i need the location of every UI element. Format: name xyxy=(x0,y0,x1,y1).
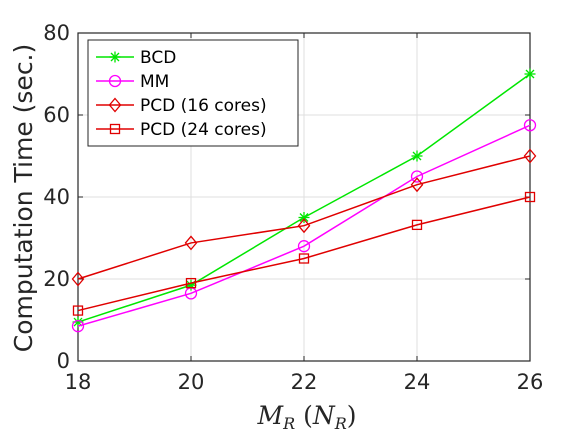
y-tick-label-3: 60 xyxy=(43,103,70,127)
x-axis-label-paren-sub: R xyxy=(334,414,347,433)
series-line-2 xyxy=(77,155,531,280)
x-axis-label-base: M xyxy=(256,401,284,430)
legend-marker-3 xyxy=(109,123,121,135)
x-axis-label-sub: R xyxy=(282,414,295,433)
legend-label-2: PCD (16 cores) xyxy=(140,96,267,116)
legend-label-0: BCD xyxy=(140,48,176,68)
series-1-point-0 xyxy=(71,319,85,333)
y-axis-label: Computation Time (sec.) xyxy=(9,44,38,353)
series-1 xyxy=(71,119,537,333)
series-2-point-4 xyxy=(523,148,537,164)
tick-labels: 18 20 22 24 26 0 20 40 60 80 xyxy=(43,21,543,394)
x-axis-label-open-paren: ( xyxy=(295,401,313,430)
series-3-point-1 xyxy=(185,277,197,289)
legend-label-1: MM xyxy=(140,72,169,92)
x-axis-label-close-paren: ) xyxy=(347,401,357,430)
series-2-point-2 xyxy=(297,218,311,234)
series-0-point-4 xyxy=(524,68,536,80)
x-tick-label-4: 26 xyxy=(517,370,544,394)
legend-marker-0 xyxy=(109,51,121,63)
series-line-3 xyxy=(77,196,531,312)
series-2-point-1 xyxy=(184,235,198,251)
series-3-point-2 xyxy=(298,253,310,264)
y-tick-label-4: 80 xyxy=(43,21,70,45)
series-1-point-4 xyxy=(523,119,537,132)
legend-label-3: PCD (24 cores) xyxy=(140,120,267,140)
legend-entry-3: PCD (24 cores) xyxy=(96,120,267,140)
series-3-point-3 xyxy=(411,219,423,231)
y-tick-label-0: 0 xyxy=(57,349,70,373)
x-tick-label-3: 24 xyxy=(404,370,431,394)
series-2 xyxy=(71,148,537,287)
x-tick-label-1: 20 xyxy=(178,370,205,394)
series-0 xyxy=(72,68,536,328)
legend: BCD MM PCD (16 cores) PCD (24 cores) xyxy=(87,39,299,147)
legend-marker-1 xyxy=(108,74,122,88)
series-line-1 xyxy=(77,124,531,327)
series-3 xyxy=(72,191,536,316)
x-tick-label-2: 22 xyxy=(291,370,318,394)
legend-entry-2: PCD (16 cores) xyxy=(96,96,267,116)
legend-entry-1: MM xyxy=(96,72,169,92)
series-layer xyxy=(71,68,537,333)
series-1-point-3 xyxy=(410,170,424,183)
x-axis-label: MR (NR) xyxy=(256,401,356,433)
series-3-point-0 xyxy=(72,305,84,316)
y-tick-label-1: 20 xyxy=(43,267,70,291)
series-3-point-4 xyxy=(524,191,536,203)
legend-marker-2 xyxy=(108,97,122,113)
series-2-point-0 xyxy=(71,271,85,287)
series-0-point-3 xyxy=(411,150,423,162)
x-axis-label-paren-base: N xyxy=(312,401,336,430)
x-tick-label-0: 18 xyxy=(65,370,92,394)
series-0-point-2 xyxy=(298,212,310,223)
series-1-point-2 xyxy=(297,240,311,253)
y-tick-label-2: 40 xyxy=(43,185,70,209)
series-2-point-3 xyxy=(410,177,424,193)
legend-entry-0: BCD xyxy=(96,48,176,68)
